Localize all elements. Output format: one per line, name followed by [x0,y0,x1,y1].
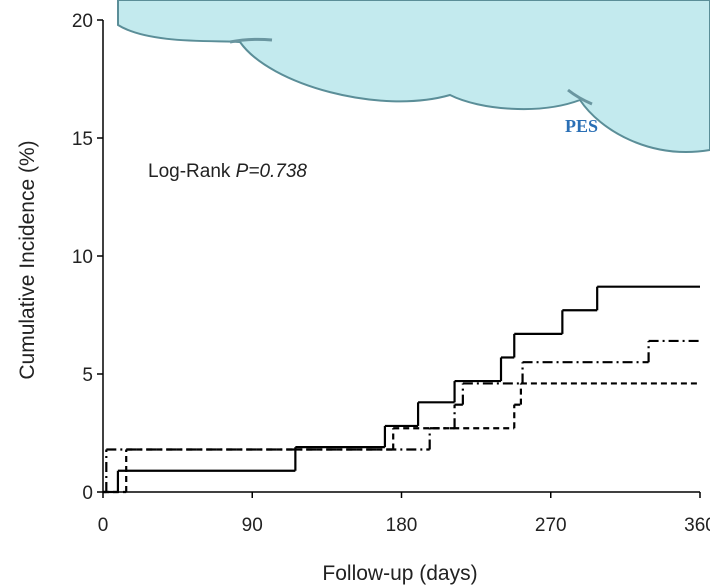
x-tick-label: 180 [386,515,418,536]
y-tick-label: 5 [82,365,93,386]
y-tick-label: 0 [82,483,93,504]
x-axis-label: Follow-up (days) [322,562,477,585]
y-tick-label: 15 [72,129,93,150]
overlay-text: PES [565,116,598,136]
step-series [103,285,700,494]
y-axis-label: Cumulative Incidence (%) [16,140,39,379]
step-series [103,339,700,494]
cloud-overlay: PES [117,0,710,153]
annotation: Log-Rank P=0.738 [148,161,307,182]
plot-area [103,285,700,494]
x-tick-label: 90 [242,515,263,536]
cloud-crease [229,37,593,106]
step-series [103,382,700,494]
x-tick-label: 270 [535,515,567,536]
annotation-p: P=0.738 [236,161,308,182]
x-tick-label: 0 [98,515,109,536]
y-tick-label: 20 [72,11,93,32]
annotation-text: Log-Rank [148,161,231,182]
cloud-shape [117,0,710,153]
x-tick-label: 360 [684,515,710,536]
y-tick-label: 10 [72,247,93,268]
